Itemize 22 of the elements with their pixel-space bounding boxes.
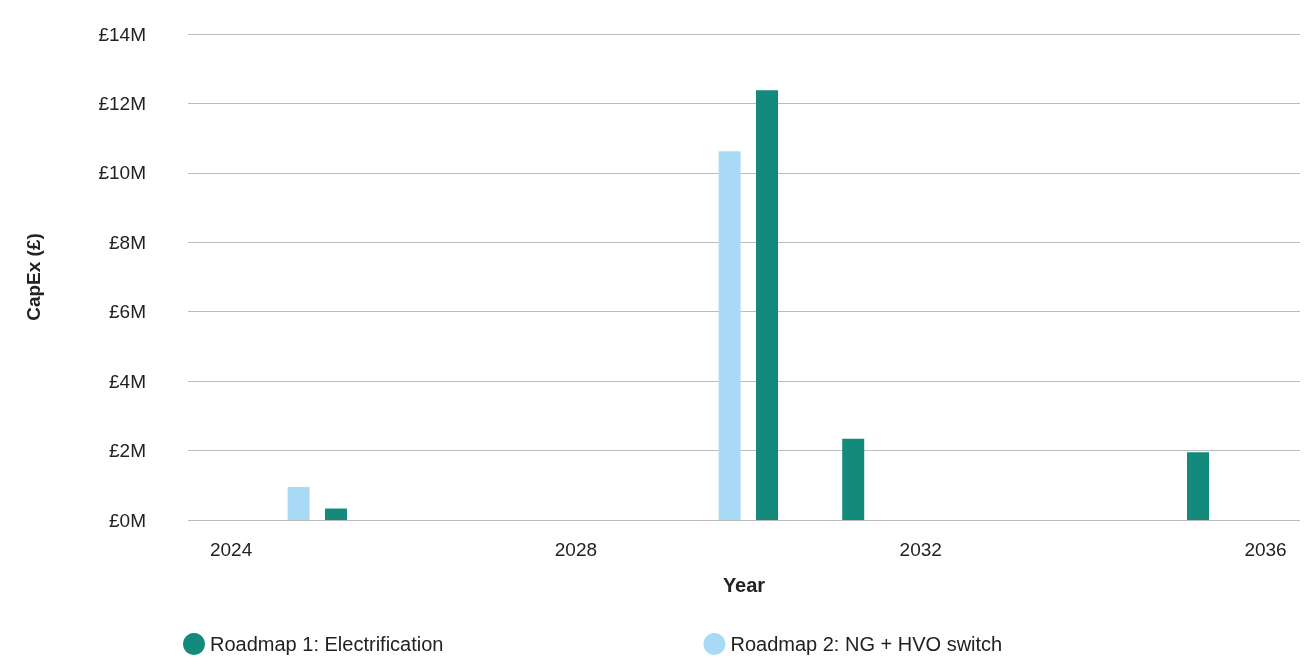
x-tick-label: 2024 xyxy=(209,539,253,560)
legend-label: Roadmap 2: NG + HVO switch xyxy=(730,633,1003,655)
x-tick-label: 2036 xyxy=(1244,539,1287,560)
y-tick-label: £0M xyxy=(109,509,146,531)
y-tick-label: £6M xyxy=(109,301,146,323)
bar xyxy=(325,508,347,520)
bar xyxy=(842,438,865,520)
bar xyxy=(287,487,310,520)
y-tick-label: £10M xyxy=(98,162,146,184)
y-tick-label: £8M xyxy=(109,231,146,253)
y-axis-title: CapEx (£) xyxy=(23,233,44,321)
x-tick-label: 2032 xyxy=(899,539,942,560)
bar xyxy=(1187,452,1210,520)
x-axis-title: Year xyxy=(722,574,766,596)
y-tick-label: £12M xyxy=(98,92,146,114)
x-tick-label: 2028 xyxy=(554,539,598,560)
y-tick-label: £2M xyxy=(109,440,146,462)
y-tick-label: £14M xyxy=(98,23,146,45)
bar xyxy=(756,90,779,520)
legend-label: Roadmap 1: Electrification xyxy=(210,633,444,655)
y-tick-label: £4M xyxy=(109,370,146,392)
bar xyxy=(718,151,741,520)
